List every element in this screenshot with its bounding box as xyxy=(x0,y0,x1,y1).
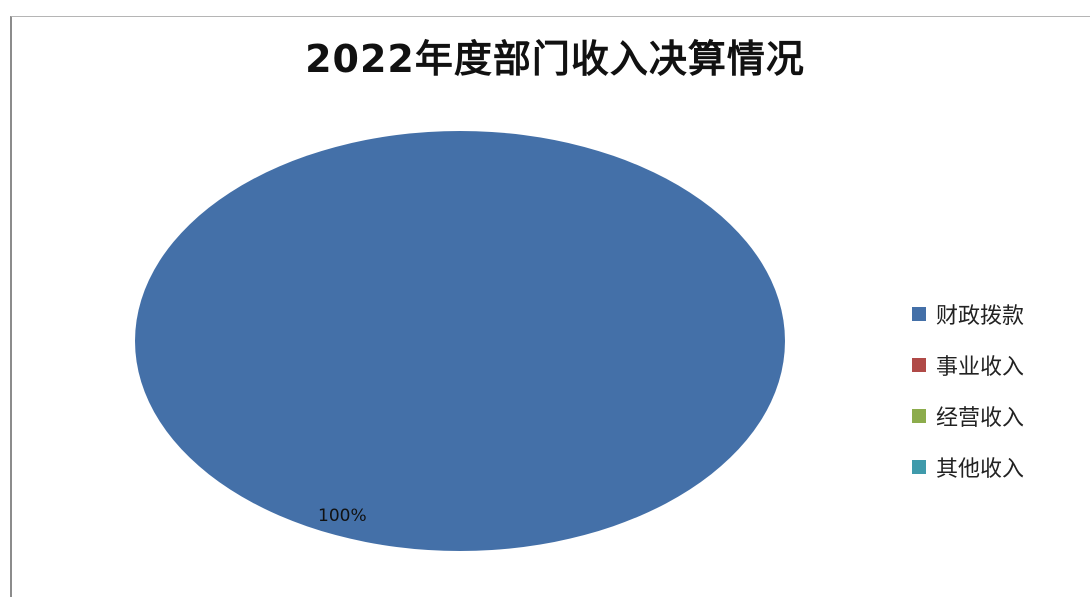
legend-item-1: 财政拨款 xyxy=(912,298,1082,329)
legend-swatch-3 xyxy=(912,408,926,423)
legend-label-1: 财政拨款 xyxy=(936,303,1025,329)
legend-label-3: 经营收入 xyxy=(936,405,1025,431)
chart-title: 2022年度部门收入决算情况 xyxy=(305,37,805,81)
legend-item-3: 经营收入 xyxy=(912,400,1082,431)
legend-item-4: 其他收入 xyxy=(912,451,1082,482)
pie-slice-1 xyxy=(135,131,785,551)
legend-label-2: 事业收入 xyxy=(936,354,1025,380)
legend-label-4: 其他收入 xyxy=(936,456,1025,482)
legend-swatch-1 xyxy=(912,306,926,321)
legend-swatch-4 xyxy=(912,459,926,474)
legend-swatch-2 xyxy=(912,357,926,372)
chart-legend: 财政拨款事业收入经营收入其他收入 xyxy=(912,298,1082,502)
pie-data-label-1: 100% xyxy=(318,506,367,526)
legend-item-2: 事业收入 xyxy=(912,349,1082,380)
